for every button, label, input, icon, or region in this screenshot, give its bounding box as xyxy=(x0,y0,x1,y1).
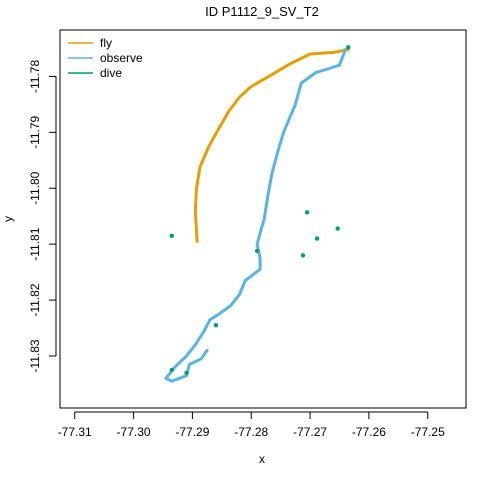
series-observe xyxy=(164,48,347,383)
dive-point xyxy=(213,323,219,328)
x-axis-label: x xyxy=(259,452,265,466)
dive-point xyxy=(335,226,340,231)
y-tick-label: -11.79 xyxy=(28,115,42,148)
dive-point xyxy=(169,367,174,373)
chart-title: ID P1112_9_SV_T2 xyxy=(205,4,319,19)
y-tick-label: -11.82 xyxy=(28,283,42,316)
fly-path xyxy=(193,48,350,243)
legend-label-dive: dive xyxy=(100,66,122,80)
x-tick-label: -77.25 xyxy=(411,425,445,439)
dive-point xyxy=(254,248,260,254)
y-axis-label: y xyxy=(1,216,15,222)
observe-path xyxy=(164,48,347,383)
y-tick-label: -11.80 xyxy=(28,171,42,204)
x-tick-label: -77.27 xyxy=(293,425,327,439)
dive-point xyxy=(184,370,189,375)
dive-point xyxy=(304,210,310,215)
x-tick-label: -77.28 xyxy=(234,425,268,439)
series-layer xyxy=(164,45,351,383)
y-tick-label: -11.78 xyxy=(28,60,42,93)
series-dive xyxy=(169,45,351,375)
x-tick-label: -77.31 xyxy=(58,425,92,439)
x-tick-label: -77.30 xyxy=(117,425,151,439)
dive-point xyxy=(346,45,351,50)
dive-point xyxy=(300,253,306,258)
series-fly xyxy=(193,48,350,243)
plot-area xyxy=(59,29,467,409)
y-axis: -11.78 -11.79 -11.80 -11.81 -11.82 -11.83 xyxy=(28,60,57,373)
legend-label-fly: fly xyxy=(100,36,112,50)
x-tick-label: -77.26 xyxy=(352,425,386,439)
x-tick-label: -77.29 xyxy=(175,425,209,439)
legend-label-observe: observe xyxy=(100,51,143,65)
dive-point xyxy=(314,236,320,241)
x-axis: -77.31 -77.30 -77.29 -77.28 -77.27 -77.26 -77.… xyxy=(58,411,445,439)
y-tick-label: -11.83 xyxy=(28,339,42,372)
dive-point xyxy=(169,233,174,238)
y-tick-label: -11.81 xyxy=(28,227,42,260)
